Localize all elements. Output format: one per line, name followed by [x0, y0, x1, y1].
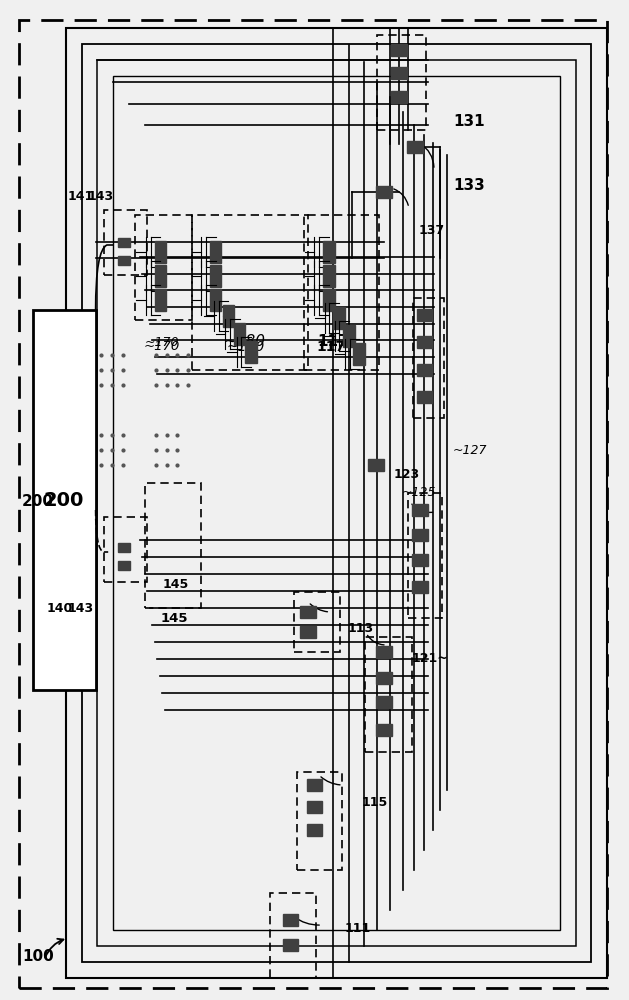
- Bar: [118, 560, 130, 570]
- Bar: [365, 637, 412, 752]
- Text: ~127: ~127: [453, 444, 487, 456]
- Bar: [118, 542, 130, 552]
- Bar: [353, 343, 365, 365]
- Bar: [413, 298, 444, 418]
- Bar: [104, 210, 147, 275]
- Bar: [210, 265, 221, 287]
- Text: 137: 137: [418, 224, 445, 236]
- Bar: [155, 265, 166, 287]
- Bar: [391, 44, 407, 56]
- Bar: [210, 289, 221, 311]
- Bar: [323, 265, 335, 287]
- Bar: [343, 325, 355, 347]
- Bar: [66, 28, 607, 978]
- Bar: [145, 483, 201, 608]
- Text: ~180: ~180: [226, 340, 264, 354]
- Bar: [413, 529, 428, 541]
- Text: 140: 140: [47, 601, 73, 614]
- Text: 200: 200: [22, 494, 54, 510]
- Text: ~170: ~170: [145, 336, 179, 349]
- Bar: [300, 606, 316, 618]
- Bar: [376, 672, 391, 684]
- Bar: [408, 141, 423, 153]
- Bar: [223, 305, 234, 327]
- Bar: [113, 76, 560, 930]
- Bar: [155, 289, 166, 311]
- Bar: [306, 779, 322, 791]
- Text: 131: 131: [453, 114, 484, 129]
- Text: 117: 117: [318, 334, 349, 350]
- Bar: [376, 646, 391, 658]
- Bar: [413, 504, 428, 516]
- Bar: [333, 307, 345, 329]
- Text: 145: 145: [162, 578, 189, 591]
- Text: 115: 115: [362, 796, 388, 808]
- Text: ~170: ~170: [143, 340, 180, 353]
- Text: 117: 117: [317, 340, 346, 354]
- Bar: [155, 241, 166, 263]
- Text: 121~: 121~: [412, 652, 449, 664]
- Bar: [97, 60, 576, 946]
- Text: 133: 133: [453, 178, 484, 192]
- Bar: [297, 772, 342, 870]
- Bar: [245, 341, 257, 363]
- Bar: [413, 581, 428, 593]
- Text: 123: 123: [393, 468, 420, 481]
- Bar: [323, 241, 335, 263]
- Bar: [104, 517, 147, 582]
- Text: 111: 111: [345, 922, 371, 934]
- Text: 113: 113: [347, 621, 374, 635]
- Bar: [391, 67, 407, 79]
- Bar: [376, 724, 391, 736]
- Bar: [82, 44, 591, 962]
- Bar: [376, 186, 391, 198]
- Bar: [118, 255, 130, 264]
- Bar: [306, 801, 322, 813]
- Bar: [416, 364, 433, 376]
- Bar: [294, 592, 340, 652]
- Text: 100: 100: [22, 949, 53, 964]
- Bar: [192, 215, 308, 370]
- Bar: [282, 939, 298, 951]
- Bar: [210, 241, 221, 263]
- Bar: [416, 391, 433, 403]
- Bar: [416, 309, 433, 321]
- Bar: [413, 554, 428, 566]
- Bar: [234, 323, 245, 345]
- Bar: [33, 310, 96, 690]
- Text: ~125: ~125: [401, 486, 436, 498]
- Bar: [135, 215, 192, 320]
- Bar: [323, 289, 335, 311]
- Text: 145: 145: [160, 612, 188, 625]
- Bar: [300, 626, 316, 638]
- Bar: [368, 459, 384, 471]
- Bar: [377, 35, 426, 130]
- Bar: [282, 914, 298, 926]
- Text: 143: 143: [68, 601, 94, 614]
- Bar: [391, 91, 407, 103]
- Bar: [376, 696, 391, 708]
- Bar: [270, 893, 316, 978]
- Bar: [306, 824, 322, 836]
- Text: ~180: ~180: [223, 334, 265, 350]
- Text: 143: 143: [88, 190, 114, 204]
- Bar: [304, 215, 379, 370]
- Text: 141: 141: [68, 190, 94, 204]
- Bar: [416, 336, 433, 348]
- Bar: [118, 238, 130, 247]
- Bar: [408, 493, 442, 618]
- Text: 200: 200: [44, 490, 84, 510]
